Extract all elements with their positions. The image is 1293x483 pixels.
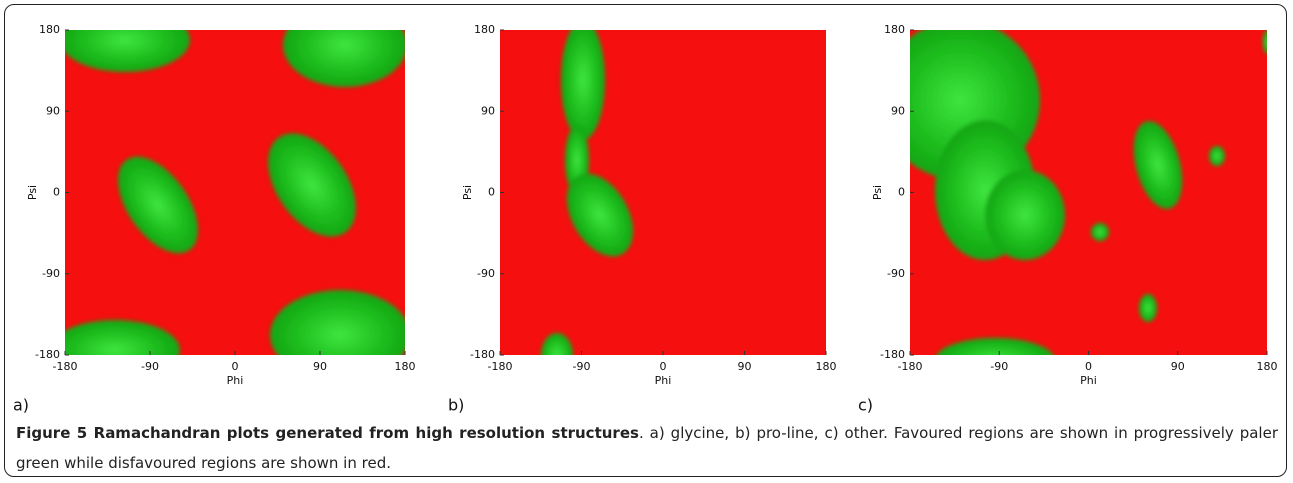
y-tick-label: -180 bbox=[35, 348, 60, 361]
favoured-regions bbox=[541, 30, 634, 355]
x-axis-label: Phi bbox=[1080, 374, 1097, 387]
x-axis-label: Phi bbox=[227, 374, 244, 387]
y-tick-label: 180 bbox=[884, 23, 905, 36]
favoured-regions bbox=[65, 30, 405, 355]
panel-letter: a) bbox=[13, 396, 29, 415]
favoured-regions bbox=[910, 30, 1267, 355]
x-tick-label: 0 bbox=[232, 360, 239, 373]
x-axis-label: Phi bbox=[655, 374, 672, 387]
caption-title: Figure 5 Ramachandran plots generated fr… bbox=[16, 424, 639, 442]
y-tick-label: -90 bbox=[887, 267, 905, 280]
figure: -180 -90 0 90 180 -180 -90 0 90 180 Phi Psi a) -180 -9… bbox=[13, 23, 1278, 415]
y-tick-label: -90 bbox=[42, 267, 60, 280]
x-tick-label: -180 bbox=[898, 360, 923, 373]
x-tick-label: 0 bbox=[1085, 360, 1092, 373]
y-tick-label: -180 bbox=[470, 348, 495, 361]
figure-frame bbox=[4, 4, 1287, 477]
x-tick-label: 0 bbox=[660, 360, 667, 373]
x-tick-label: -90 bbox=[573, 360, 591, 373]
caption-text: . a) glycine, b) pro-line, c) other. Fav… bbox=[16, 424, 1278, 472]
y-tick-label: 90 bbox=[46, 104, 60, 117]
x-tick-label: -180 bbox=[53, 360, 78, 373]
x-tick-label: 180 bbox=[816, 360, 837, 373]
panel-letter: b) bbox=[448, 396, 464, 415]
y-tick-label: -180 bbox=[880, 348, 905, 361]
y-tick-label: 180 bbox=[39, 23, 60, 36]
plot-background bbox=[500, 30, 826, 355]
y-tick-label: 90 bbox=[481, 104, 495, 117]
y-tick-label: 90 bbox=[891, 104, 905, 117]
x-tick-label: 90 bbox=[738, 360, 752, 373]
y-tick-label: 0 bbox=[488, 186, 495, 199]
panel-letter: c) bbox=[858, 396, 873, 415]
x-tick-label: 180 bbox=[1257, 360, 1278, 373]
y-axis-label: Psi bbox=[871, 185, 884, 200]
y-tick-label: 0 bbox=[53, 186, 60, 199]
x-tick-label: -90 bbox=[141, 360, 159, 373]
y-axis-label: Psi bbox=[26, 185, 39, 200]
y-tick-label: 180 bbox=[474, 23, 495, 36]
x-tick-label: 90 bbox=[313, 360, 327, 373]
y-tick-label: 0 bbox=[898, 186, 905, 199]
y-axis-label: Psi bbox=[461, 185, 474, 200]
x-tick-label: -180 bbox=[488, 360, 513, 373]
y-tick-label: -90 bbox=[477, 267, 495, 280]
x-tick-label: -90 bbox=[990, 360, 1008, 373]
x-tick-label: 180 bbox=[395, 360, 416, 373]
caption: Figure 5 Ramachandran plots generated fr… bbox=[16, 418, 1278, 478]
x-tick-label: 90 bbox=[1171, 360, 1185, 373]
